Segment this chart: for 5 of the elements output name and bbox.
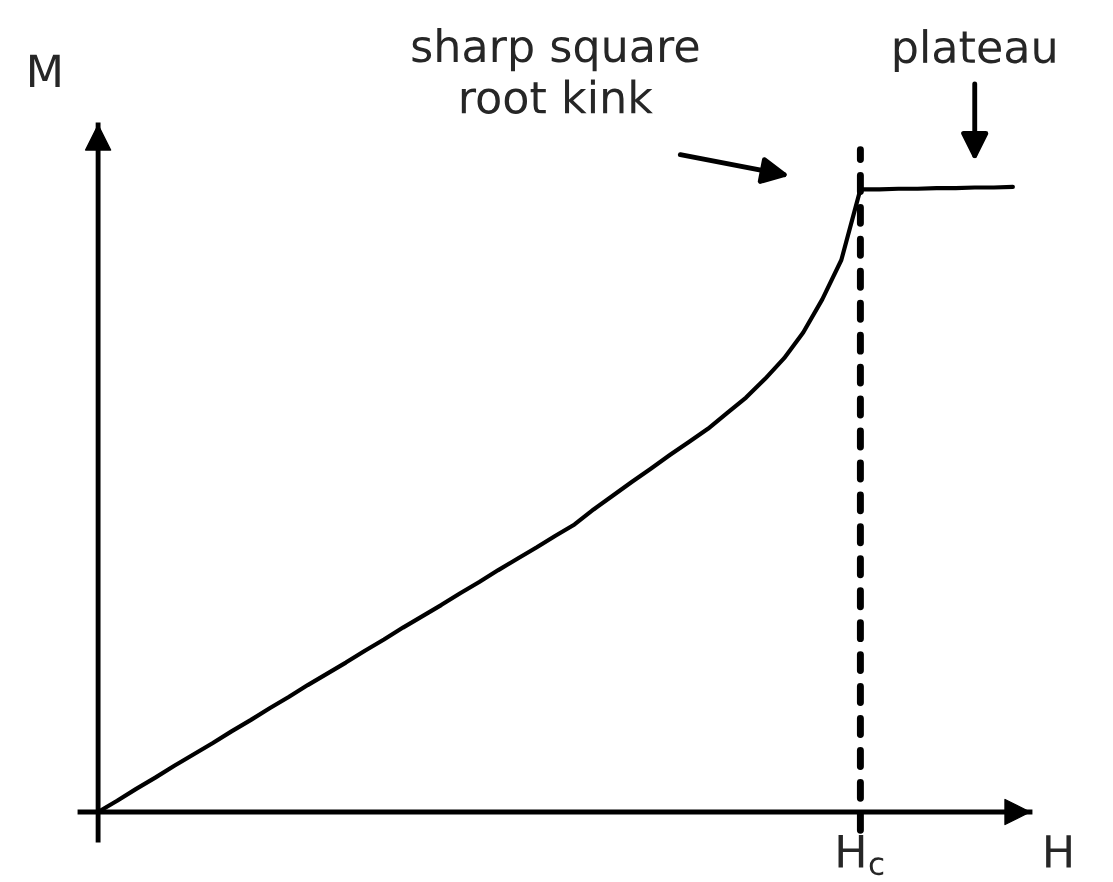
x-axis-title: H	[1046, 835, 1071, 868]
text: sharp square root kink	[412, 28, 699, 114]
text: H$_{c}$	[838, 835, 884, 876]
y-axis-title: M	[30, 54, 60, 88]
annotation: plateau	[894, 29, 1055, 73]
